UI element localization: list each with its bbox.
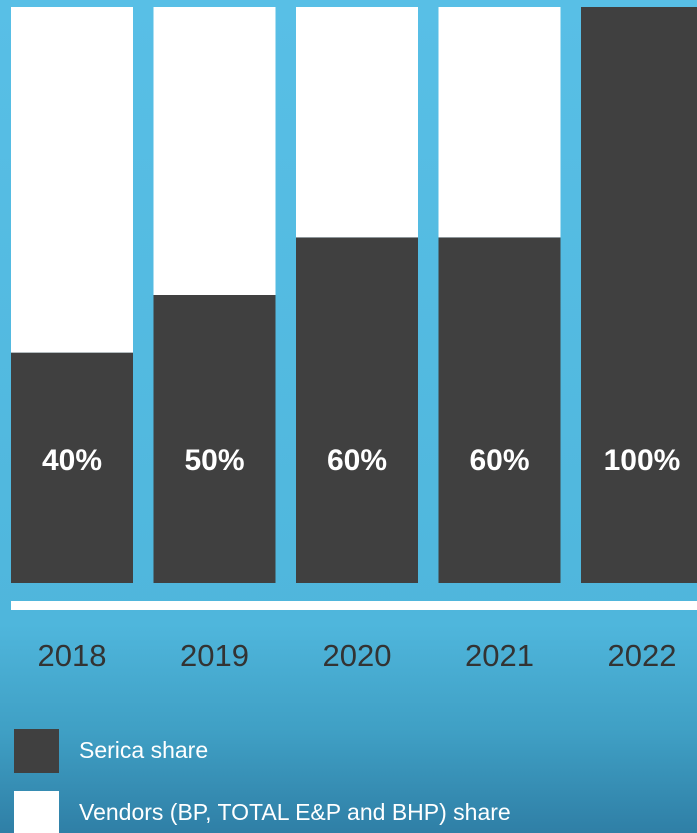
bar-segment: [296, 237, 418, 583]
bar-segment: [296, 7, 418, 238]
bar-segment: [438, 7, 561, 238]
value-label: 40%: [42, 444, 102, 477]
legend-swatch: [14, 791, 59, 833]
value-label: 60%: [469, 444, 529, 477]
x-tick-label: 2018: [38, 638, 107, 673]
bar-segment: [11, 7, 133, 353]
baseline: [11, 601, 697, 610]
x-tick-label: 2019: [180, 638, 249, 673]
x-tick-label: 2022: [608, 638, 677, 673]
legend-label: Vendors (BP, TOTAL E&P and BHP) share: [79, 799, 511, 825]
x-tick-label: 2021: [465, 638, 534, 673]
bar-segment: [153, 295, 276, 583]
bar-segment: [438, 237, 561, 583]
value-label: 60%: [327, 444, 387, 477]
bar-segment: [153, 7, 276, 295]
value-label: 50%: [184, 444, 244, 477]
bar-segment: [581, 7, 697, 583]
x-tick-label: 2020: [323, 638, 392, 673]
bar-segment: [11, 352, 133, 583]
value-label: 100%: [604, 444, 681, 477]
legend-label: Serica share: [79, 737, 208, 763]
legend-swatch: [14, 729, 59, 773]
